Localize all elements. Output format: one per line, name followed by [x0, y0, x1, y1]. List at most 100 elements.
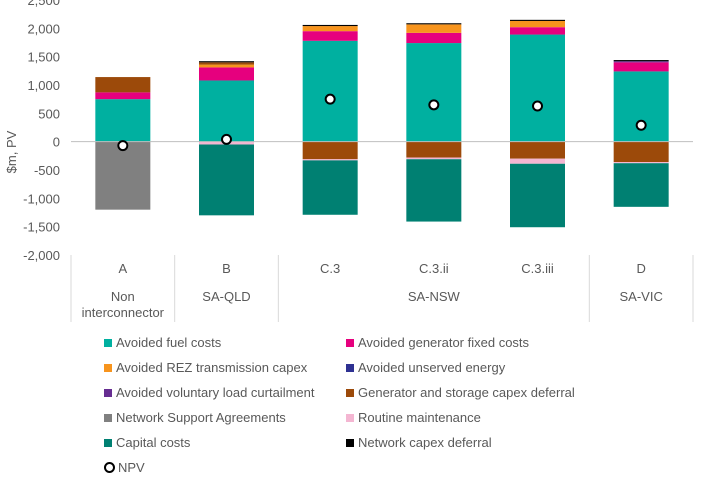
legend-label: Generator and storage capex deferral [358, 385, 575, 400]
x-tick-label: C.3.iii [521, 261, 554, 276]
legend-swatch [346, 338, 354, 347]
bar-segment-C-3-iii-0 [510, 34, 565, 142]
x-tick-label: C.3.ii [419, 261, 449, 276]
bar-segment-B-9 [199, 61, 254, 63]
bar-segment-A-6 [95, 141, 151, 210]
legend-swatch [104, 438, 112, 447]
bar-segment-C-3-ii-1 [406, 32, 462, 44]
legend-item: Network capex deferral [346, 433, 606, 452]
legend-item: Network Support Agreements [104, 408, 346, 427]
legend-label: Avoided unserved energy [358, 360, 506, 375]
y-tick-label: -1,000 [23, 191, 60, 206]
legend-label: Network capex deferral [358, 435, 492, 450]
legend-label: Capital costs [116, 435, 191, 450]
bar-segment-C-3-iii-5 [510, 141, 565, 159]
bar-segment-D-0 [613, 71, 669, 142]
bar-segment-B-8 [199, 144, 254, 216]
bar-segment-D-1 [613, 62, 669, 72]
npv-marker-C-3-iii [532, 100, 543, 112]
npv-marker-B [221, 133, 232, 145]
legend-swatch [346, 388, 354, 397]
bar-segment-C-3-iii-1 [510, 27, 565, 35]
x-tick-label: A [118, 261, 127, 276]
bar-segment-D-4 [613, 61, 669, 63]
legend-label: NPV [118, 460, 145, 475]
y-tick-label: -500 [34, 163, 60, 178]
bar-segment-A-1 [95, 92, 151, 100]
group-label: interconnector [82, 305, 165, 320]
x-tick-label: C.3 [320, 261, 340, 276]
bar-segment-D-8 [613, 163, 669, 207]
legend-label: Avoided fuel costs [116, 335, 222, 350]
legend-swatch [104, 388, 112, 397]
bar-segment-C-3-iii-7 [510, 158, 565, 164]
legend-swatch [104, 338, 112, 347]
legend-item: Avoided REZ transmission capex [104, 358, 346, 377]
npv-marker-A [117, 140, 129, 152]
legend-item-npv: NPV [104, 458, 346, 477]
y-tick-label: 1,000 [27, 78, 60, 93]
npv-marker-D [635, 119, 647, 131]
x-tick-label: D [636, 261, 645, 276]
legend-swatch [346, 413, 354, 422]
bar-segment-C-3-1 [302, 31, 358, 41]
bar-segment-D-9 [613, 60, 669, 62]
bar-segment-B-5 [199, 62, 254, 65]
group-label: SA-VIC [619, 289, 662, 304]
group-label: SA-QLD [202, 289, 250, 304]
y-axis-label: $m, PV [4, 130, 19, 173]
legend-label: Avoided REZ transmission capex [116, 360, 308, 375]
bar-segment-C-3-ii-9 [406, 23, 462, 25]
y-tick-label: 0 [53, 135, 60, 150]
legend-label: Avoided voluntary load curtailment [116, 385, 315, 400]
bar-segment-C-3-ii-2 [406, 24, 462, 33]
bar-segment-C-3-8 [302, 160, 358, 215]
legend-item: Routine maintenance [346, 408, 606, 427]
y-tick-label: -1,500 [23, 220, 60, 235]
legend-swatch [346, 363, 354, 372]
bar-segment-C-3-ii-8 [406, 159, 462, 222]
legend-item: Generator and storage capex deferral [346, 383, 606, 402]
group-label: SA-NSW [408, 289, 461, 304]
legend-label: Avoided generator fixed costs [358, 335, 530, 350]
bar-segment-C-3-5 [302, 141, 358, 160]
plot-area: 2,500 2,000 1,500 1,000 500 0 -500 -1,000 -1,500… [23, 0, 694, 322]
y-tick-label: 2,500 [27, 0, 60, 8]
chart: 2,500 2,000 1,500 1,000 500 0 -500 -1,000 -1,500… [4, 0, 694, 322]
legend-label: Routine maintenance [358, 410, 481, 425]
bar-segment-C-3-7 [302, 159, 358, 161]
bar-segment-B-1 [199, 67, 254, 81]
bar-segment-C-3-2 [302, 26, 358, 32]
legend-label: Network Support Agreements [116, 410, 286, 425]
bar-segment-C-3-ii-5 [406, 141, 462, 158]
legend-swatch [104, 363, 112, 372]
legend: Avoided fuel costs Avoided generator fixe… [104, 333, 624, 477]
npv-marker-icon [104, 462, 115, 473]
legend-item: Avoided generator fixed costs [346, 333, 606, 352]
bar-segment-C-3-9 [302, 24, 358, 27]
legend-swatch [104, 413, 112, 422]
x-tick-label: B [222, 261, 231, 276]
npv-marker-C-3-ii [428, 99, 440, 111]
bar-segment-B-0 [199, 80, 254, 142]
y-tick-label: 500 [38, 106, 60, 121]
legend-item: Capital costs [104, 433, 346, 452]
bar-segment-C-3-iii-2 [510, 20, 565, 28]
y-tick-label: -2,000 [23, 248, 60, 263]
bar-segment-A-0 [95, 99, 151, 142]
y-tick-label: 2,000 [27, 21, 60, 36]
bar-segment-B-2 [199, 64, 254, 68]
bar-segment-C-3-ii-7 [406, 157, 462, 160]
npv-marker-C-3 [324, 93, 336, 105]
bar-segment-D-7 [613, 162, 669, 164]
bar-segment-D-5 [613, 141, 669, 163]
bar-segment-C-3-iii-9 [510, 19, 565, 21]
legend-item: Avoided fuel costs [104, 333, 346, 352]
bar-segment-C-3-0 [302, 40, 358, 142]
bar-segment-A-5 [95, 77, 151, 93]
group-label: Non [111, 289, 135, 304]
bar-segment-C-3-ii-0 [406, 43, 462, 142]
y-tick-label: 1,500 [27, 50, 60, 65]
legend-item: Avoided voluntary load curtailment [104, 383, 346, 402]
bar-segment-C-3-iii-8 [510, 163, 565, 228]
